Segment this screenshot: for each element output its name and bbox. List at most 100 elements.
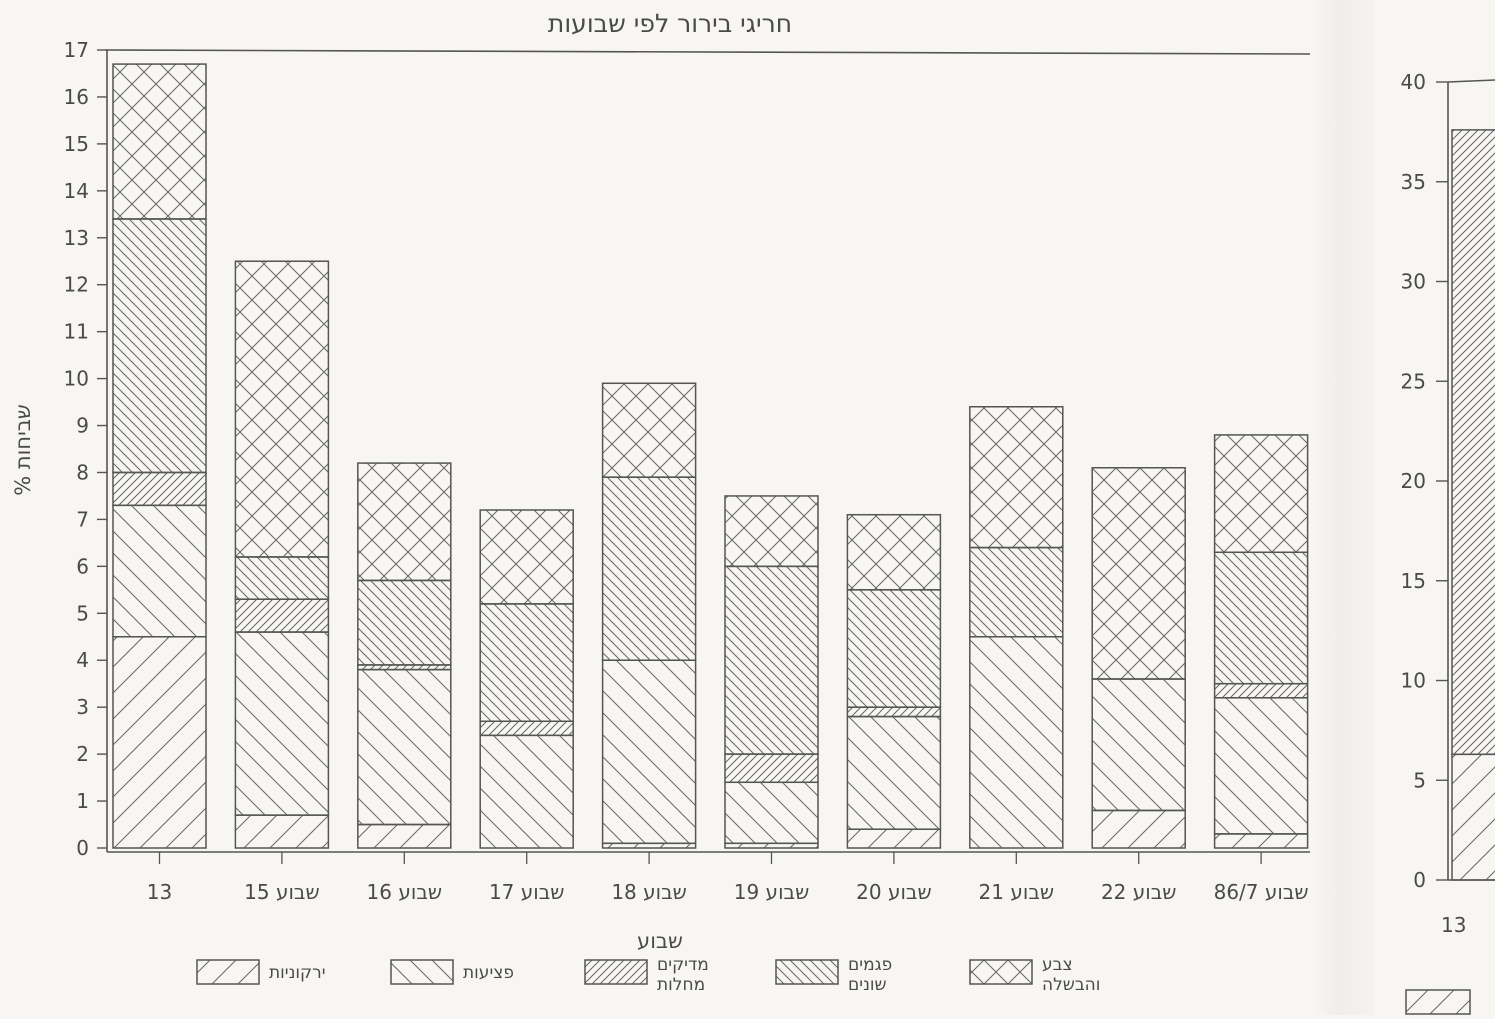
y-tick-label: 5: [76, 601, 89, 625]
x-tick-label: 20 שבוע: [856, 880, 932, 904]
legend-label: והבשלה: [1042, 975, 1100, 995]
x-tick-label: 21 שבוע: [979, 880, 1055, 904]
bar-segment: [1213, 434, 1309, 554]
side-x-tick-label: 13: [1441, 913, 1466, 937]
side-chart: 0 5 10 15 20 25 30 35 40 13: [1401, 70, 1495, 1015]
bar-segment: [601, 476, 697, 661]
bar-segment: [1213, 697, 1309, 835]
bar-segment: [969, 546, 1064, 638]
x-tick-label: 13: [147, 880, 172, 904]
y-tick-label: 4: [76, 648, 89, 672]
bar-segment: [479, 720, 574, 737]
legend-label: צבע: [1042, 955, 1073, 975]
legend-label: מחלות: [657, 975, 705, 995]
y-axis-label: % שביחות: [11, 404, 35, 496]
x-tick-label: 15 שבוע: [244, 880, 320, 904]
y-tick-label: 12: [64, 273, 89, 297]
side-y-tick-label: 10: [1401, 669, 1426, 693]
legend-label: ירקוניות: [269, 963, 326, 983]
side-bar-segment: [1451, 129, 1495, 756]
legend-label: פגמים: [848, 955, 892, 975]
bar-segment: [234, 631, 330, 816]
legend-label: מדיקים: [657, 955, 709, 975]
side-y-tick-label: 20: [1401, 469, 1426, 493]
y-tick-label: 13: [64, 226, 89, 250]
bar-segment: [1091, 467, 1186, 680]
bar-segment: [234, 260, 330, 558]
y-tick-label: 11: [64, 320, 89, 344]
bar-segment: [1091, 678, 1186, 812]
side-legend-swatch: [1405, 989, 1471, 1015]
bar-segment: [479, 603, 574, 723]
legend-swatch: [969, 959, 1033, 985]
top-border-line: [104, 49, 1311, 55]
legend-swatch: [196, 959, 260, 985]
y-tick-label: 16: [64, 85, 89, 109]
legend-swatch: [584, 959, 648, 985]
bar-segment: [846, 589, 942, 708]
bar-segment: [969, 406, 1064, 549]
legend-label: שונים: [848, 975, 887, 995]
bar-segment: [1213, 833, 1309, 849]
main-chart: חריגי בירור לפי שבועות012345678910111213…: [11, 9, 1311, 995]
y-tick-label: 8: [76, 460, 89, 484]
bar-segment: [479, 734, 574, 849]
bar-segment: [601, 382, 697, 478]
bar-segment: [112, 504, 207, 638]
y-tick-label: 10: [64, 367, 89, 391]
x-tick-label: 16 שבוע: [367, 880, 443, 904]
bar-segment: [479, 509, 574, 605]
side-y-tick-label: 15: [1401, 569, 1426, 593]
side-y-tick-label: 0: [1413, 868, 1426, 892]
y-tick-label: 2: [76, 742, 89, 766]
y-tick-label: 1: [76, 789, 89, 813]
x-axis-label: שבוע: [637, 929, 683, 953]
bar-segment: [357, 462, 452, 582]
y-tick-label: 9: [76, 414, 89, 438]
legend-swatch: [390, 959, 454, 985]
x-tick-label: 18 שבוע: [611, 880, 687, 904]
bar-segment: [1213, 551, 1309, 685]
bar-segment: [234, 556, 330, 600]
bar-segment: [969, 636, 1064, 849]
bar-segment: [112, 218, 207, 474]
side-y-tick-label: 25: [1401, 369, 1426, 393]
side-y-tick-label: 30: [1401, 270, 1426, 294]
y-tick-label: 17: [64, 38, 89, 62]
bar-segment: [357, 823, 452, 849]
y-tick-label: 0: [76, 836, 89, 860]
bar-segment: [724, 781, 819, 845]
side-top-border: [1447, 79, 1495, 83]
bar-segment: [846, 828, 942, 849]
side-bar-segment: [1451, 753, 1495, 881]
x-tick-label: 17 שבוע: [489, 880, 565, 904]
bar-segment: [724, 565, 819, 755]
y-tick-label: 6: [76, 554, 89, 578]
y-tick-label: 7: [76, 507, 89, 531]
bar-segment: [112, 636, 207, 849]
side-y-tick-label: 35: [1401, 170, 1426, 194]
bar-segment: [601, 659, 697, 845]
page-gutter: [1312, 0, 1374, 1015]
bar-segment: [846, 715, 942, 830]
legend-label: פציעות: [463, 963, 514, 983]
x-tick-label: 22 שבוע: [1101, 880, 1177, 904]
bar-segment: [357, 579, 452, 666]
y-tick-label: 14: [64, 179, 89, 203]
y-tick-label: 3: [76, 695, 89, 719]
bar-segment: [112, 63, 207, 220]
y-tick-label: 15: [64, 132, 89, 156]
side-y-tick-label: 40: [1401, 70, 1426, 94]
bar-segment: [112, 471, 207, 507]
bar-segment: [234, 598, 330, 633]
side-y-tick-label: 5: [1413, 768, 1426, 792]
bar-segment: [724, 495, 819, 568]
bar-segment: [846, 513, 942, 591]
chart-title: חריגי בירור לפי שבועות: [548, 9, 792, 38]
bar-segment: [846, 706, 942, 718]
bar-segment: [1213, 682, 1309, 699]
bar-segment: [357, 668, 452, 826]
bar-segment: [234, 814, 330, 849]
